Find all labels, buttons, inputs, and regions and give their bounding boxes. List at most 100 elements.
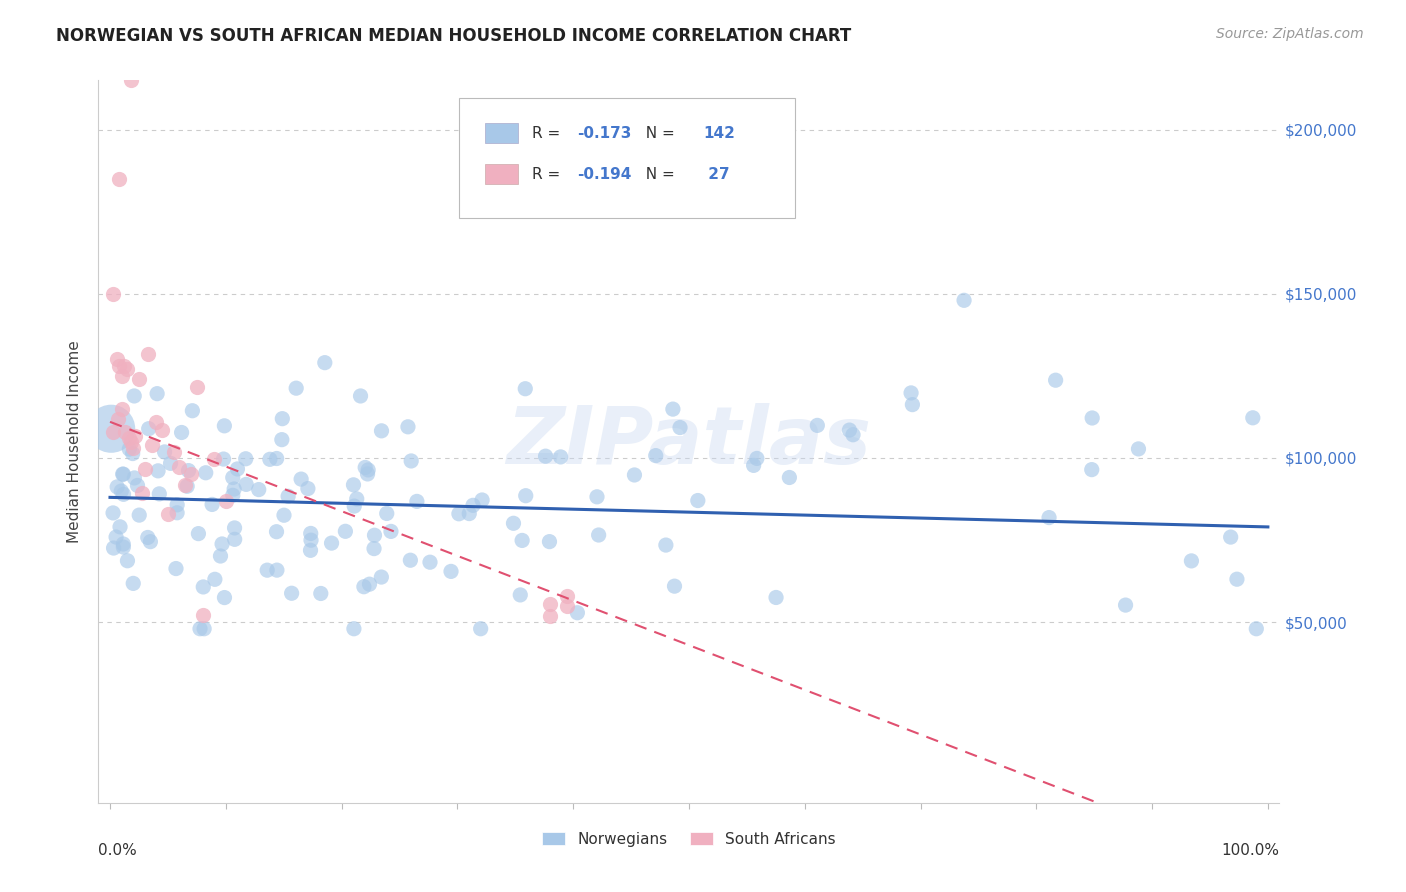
Point xyxy=(538,534,561,549)
Point xyxy=(343,499,366,513)
Point xyxy=(124,428,146,442)
Point xyxy=(461,499,484,513)
Point xyxy=(359,577,381,591)
Point xyxy=(159,456,181,470)
Point xyxy=(515,382,537,396)
Point xyxy=(215,494,238,508)
Point xyxy=(105,352,128,367)
Point xyxy=(1246,622,1268,636)
Point xyxy=(101,506,124,520)
Point xyxy=(153,445,176,459)
Point xyxy=(309,586,332,600)
Point xyxy=(299,543,322,558)
Point xyxy=(271,411,294,425)
Point xyxy=(226,462,249,476)
Point xyxy=(370,424,392,438)
Point xyxy=(146,464,169,478)
Text: 100.0%: 100.0% xyxy=(1222,843,1279,857)
Point xyxy=(356,467,378,481)
Point xyxy=(108,520,131,534)
Point xyxy=(375,507,398,521)
Point xyxy=(117,554,139,568)
Point xyxy=(742,458,765,473)
Point xyxy=(1080,462,1102,476)
FancyBboxPatch shape xyxy=(485,164,517,185)
Point xyxy=(1128,442,1150,456)
Point xyxy=(224,482,246,496)
Point xyxy=(156,507,179,521)
Text: R =: R = xyxy=(531,167,565,182)
Point xyxy=(180,467,202,481)
Point xyxy=(363,528,385,542)
Point xyxy=(745,451,768,466)
Point xyxy=(139,534,162,549)
Point xyxy=(150,423,173,437)
Point xyxy=(655,538,678,552)
Text: -0.173: -0.173 xyxy=(576,126,631,141)
Point xyxy=(353,580,375,594)
Point xyxy=(166,498,188,512)
Point xyxy=(1038,510,1060,524)
Point xyxy=(509,588,531,602)
Text: 142: 142 xyxy=(703,126,735,141)
Point xyxy=(586,490,609,504)
Point xyxy=(406,494,429,508)
Point xyxy=(321,536,343,550)
Point xyxy=(842,427,865,442)
Point xyxy=(163,444,186,458)
Point xyxy=(765,591,787,605)
Point xyxy=(194,466,217,480)
Text: N =: N = xyxy=(636,126,679,141)
Point xyxy=(169,459,191,474)
Point xyxy=(343,622,366,636)
Point xyxy=(214,591,236,605)
Point xyxy=(1180,554,1202,568)
Point xyxy=(128,508,150,522)
Point xyxy=(550,450,572,464)
Point xyxy=(201,498,224,512)
Point xyxy=(399,553,422,567)
Text: ZIPatlas: ZIPatlas xyxy=(506,402,872,481)
Point xyxy=(112,537,135,551)
Point xyxy=(191,607,214,622)
Point xyxy=(538,597,561,611)
Point xyxy=(299,526,322,541)
Point xyxy=(266,524,288,539)
Point xyxy=(103,541,125,555)
Point xyxy=(122,441,145,455)
Point xyxy=(166,506,188,520)
Point xyxy=(112,487,135,501)
Y-axis label: Median Household Income: Median Household Income xyxy=(67,340,83,543)
Text: NORWEGIAN VS SOUTH AFRICAN MEDIAN HOUSEHOLD INCOME CORRELATION CHART: NORWEGIAN VS SOUTH AFRICAN MEDIAN HOUSEH… xyxy=(56,27,852,45)
Point xyxy=(193,580,215,594)
Text: 0.0%: 0.0% xyxy=(98,843,138,857)
Point xyxy=(686,493,709,508)
Point xyxy=(380,524,402,539)
Point xyxy=(399,454,422,468)
Point xyxy=(370,570,392,584)
Point xyxy=(110,401,132,416)
Point xyxy=(148,487,170,501)
Point xyxy=(266,563,288,577)
Point xyxy=(280,586,302,600)
Point xyxy=(662,402,685,417)
Point xyxy=(209,549,232,563)
Point xyxy=(314,356,336,370)
Point xyxy=(136,531,159,545)
Point xyxy=(176,479,198,493)
Point xyxy=(127,478,149,492)
Point xyxy=(277,489,299,503)
Point xyxy=(121,446,143,460)
Point xyxy=(118,442,141,456)
Text: -0.194: -0.194 xyxy=(576,167,631,182)
Point xyxy=(112,467,135,482)
Point xyxy=(447,507,470,521)
Point xyxy=(188,622,211,636)
Text: R =: R = xyxy=(531,126,565,141)
Point xyxy=(419,555,441,569)
Point xyxy=(120,73,142,87)
Point xyxy=(134,462,156,476)
FancyBboxPatch shape xyxy=(458,98,796,218)
Point xyxy=(222,488,245,502)
Text: Source: ZipAtlas.com: Source: ZipAtlas.com xyxy=(1216,27,1364,41)
